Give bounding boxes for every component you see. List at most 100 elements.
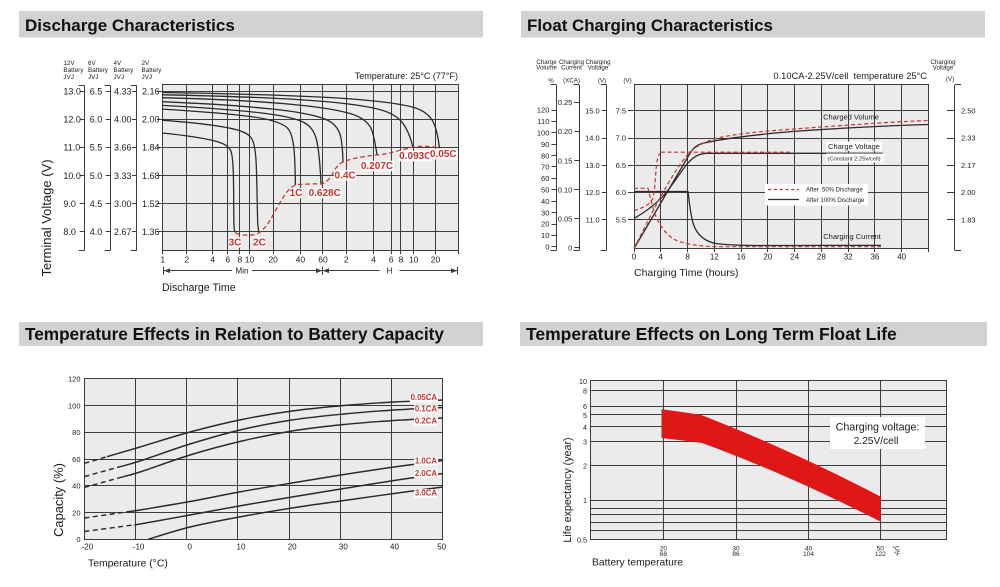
svg-text:2.16: 2.16 bbox=[142, 87, 160, 97]
svg-text:3.33: 3.33 bbox=[114, 171, 132, 181]
svg-text:Battery: Battery bbox=[114, 67, 135, 74]
svg-text:0: 0 bbox=[568, 244, 572, 253]
svg-text:Battery: Battery bbox=[63, 67, 84, 74]
svg-text:3C: 3C bbox=[229, 237, 242, 248]
svg-text:6.0: 6.0 bbox=[616, 188, 626, 197]
svg-text:8: 8 bbox=[685, 253, 690, 262]
svg-text:2.0CA: 2.0CA bbox=[415, 469, 437, 478]
svg-text:(V): (V) bbox=[946, 76, 954, 83]
svg-text:1.68: 1.68 bbox=[142, 171, 160, 181]
svg-text:0.15: 0.15 bbox=[558, 156, 573, 165]
svg-text:3: 3 bbox=[583, 438, 587, 447]
svg-text:JVJ: JVJ bbox=[114, 74, 125, 81]
svg-text:24: 24 bbox=[790, 253, 799, 262]
svg-text:1: 1 bbox=[160, 255, 165, 265]
svg-text:12V: 12V bbox=[63, 60, 75, 67]
svg-text:0.25: 0.25 bbox=[558, 98, 573, 107]
svg-text:4.33: 4.33 bbox=[114, 87, 132, 97]
svg-text:0.10CA-2.25V/cell temperature: 0.10CA-2.25V/cell temperature 25°C bbox=[773, 71, 927, 81]
svg-text:(V): (V) bbox=[598, 78, 606, 85]
svg-text:4: 4 bbox=[371, 255, 376, 265]
svg-text:0.1CA: 0.1CA bbox=[415, 405, 437, 414]
svg-text:12: 12 bbox=[710, 253, 719, 262]
svg-text:0.093C: 0.093C bbox=[399, 151, 431, 162]
svg-text:40: 40 bbox=[805, 546, 813, 553]
svg-text:2: 2 bbox=[344, 255, 349, 265]
svg-text:60: 60 bbox=[72, 455, 80, 464]
svg-text:Discharge Time: Discharge Time bbox=[162, 282, 236, 294]
svg-text:8: 8 bbox=[583, 387, 587, 396]
svg-text:11.0: 11.0 bbox=[586, 216, 600, 225]
svg-text:4.5: 4.5 bbox=[90, 199, 103, 209]
svg-text:6: 6 bbox=[389, 255, 394, 265]
svg-text:4.00: 4.00 bbox=[114, 115, 132, 125]
svg-text:20: 20 bbox=[72, 508, 80, 517]
svg-text:3.0CA: 3.0CA bbox=[415, 489, 437, 498]
svg-text:5: 5 bbox=[583, 411, 587, 420]
svg-text:Charging Current: Charging Current bbox=[823, 232, 881, 241]
svg-text:80: 80 bbox=[541, 151, 549, 160]
svg-text:2.33: 2.33 bbox=[961, 134, 976, 143]
svg-text:2.67: 2.67 bbox=[114, 227, 132, 237]
svg-text:Battery: Battery bbox=[142, 67, 163, 74]
svg-text:80: 80 bbox=[72, 428, 80, 437]
svg-text:Voltage: Voltage bbox=[588, 65, 609, 72]
svg-text:40: 40 bbox=[72, 482, 80, 491]
svg-text:6: 6 bbox=[583, 402, 587, 411]
svg-text:20: 20 bbox=[268, 255, 278, 265]
svg-text:Battery temperature: Battery temperature bbox=[592, 558, 683, 569]
svg-text:0.05C: 0.05C bbox=[430, 149, 457, 160]
svg-text:Charge: Charge bbox=[536, 59, 557, 66]
svg-text:Temperature Effects in Relatio: Temperature Effects in Relation to Batte… bbox=[25, 324, 444, 344]
svg-text:0.05CA: 0.05CA bbox=[411, 393, 438, 402]
svg-text:0.628C: 0.628C bbox=[309, 188, 341, 199]
svg-text:H: H bbox=[387, 267, 393, 276]
svg-text:16: 16 bbox=[737, 253, 746, 262]
svg-text:10: 10 bbox=[409, 255, 419, 265]
svg-text:9.0: 9.0 bbox=[63, 199, 76, 209]
svg-text:%: % bbox=[548, 78, 554, 85]
svg-text:2.00: 2.00 bbox=[961, 188, 976, 197]
svg-text:28: 28 bbox=[817, 253, 826, 262]
svg-text:104: 104 bbox=[803, 551, 814, 558]
svg-text:Volume: Volume bbox=[536, 65, 557, 72]
svg-text:Charging voltage:: Charging voltage: bbox=[836, 422, 920, 434]
svg-text:0.10: 0.10 bbox=[558, 185, 573, 194]
svg-text:Temperature (°C): Temperature (°C) bbox=[88, 559, 168, 570]
svg-text:Capacity (%): Capacity (%) bbox=[51, 463, 66, 537]
svg-text:-10: -10 bbox=[133, 543, 145, 552]
svg-text:40: 40 bbox=[296, 255, 306, 265]
svg-text:14.0: 14.0 bbox=[585, 134, 600, 143]
svg-text:0.207C: 0.207C bbox=[361, 161, 393, 172]
svg-text:Discharge Characteristics: Discharge Characteristics bbox=[25, 16, 235, 35]
svg-text:Temperature Effects on Long Te: Temperature Effects on Long Term Float L… bbox=[526, 324, 897, 344]
svg-text:2.25V/cell: 2.25V/cell bbox=[854, 436, 899, 447]
svg-text:60: 60 bbox=[541, 174, 549, 183]
svg-text:1C: 1C bbox=[290, 188, 303, 199]
svg-text:Charging Time (hours): Charging Time (hours) bbox=[634, 267, 738, 279]
svg-text:0.4C: 0.4C bbox=[335, 170, 356, 181]
svg-text:13.0: 13.0 bbox=[63, 87, 81, 97]
svg-text:30: 30 bbox=[541, 208, 549, 217]
svg-text:122: 122 bbox=[875, 551, 886, 558]
svg-text:6.0: 6.0 bbox=[90, 115, 103, 125]
svg-text:30: 30 bbox=[339, 543, 348, 552]
svg-text:Terminal Voltage (V): Terminal Voltage (V) bbox=[39, 159, 54, 276]
svg-text:4V: 4V bbox=[114, 60, 123, 67]
svg-text:1.84: 1.84 bbox=[142, 143, 160, 153]
svg-text:8: 8 bbox=[399, 255, 404, 265]
svg-text:10: 10 bbox=[237, 543, 246, 552]
svg-text:After 50% Discharge: After 50% Discharge bbox=[806, 188, 863, 194]
svg-text:5.5: 5.5 bbox=[90, 143, 103, 153]
svg-text:0.05: 0.05 bbox=[558, 215, 573, 224]
svg-text:2: 2 bbox=[184, 255, 189, 265]
svg-text:Life expectancy (year): Life expectancy (year) bbox=[562, 437, 574, 542]
svg-text:100: 100 bbox=[537, 129, 550, 138]
svg-text:Min: Min bbox=[236, 267, 249, 276]
svg-text:0.5: 0.5 bbox=[577, 535, 587, 544]
svg-text:6: 6 bbox=[225, 255, 230, 265]
svg-text:15.0: 15.0 bbox=[585, 106, 600, 115]
svg-text:50: 50 bbox=[437, 543, 446, 552]
svg-text:(V): (V) bbox=[623, 78, 631, 85]
svg-text:50: 50 bbox=[877, 546, 885, 553]
